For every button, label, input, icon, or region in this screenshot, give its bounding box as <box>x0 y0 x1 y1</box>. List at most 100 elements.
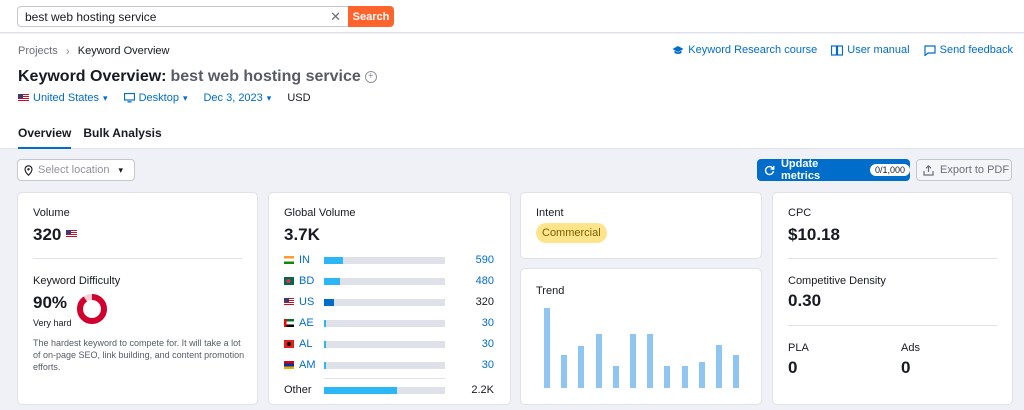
date-dropdown[interactable]: Dec 3, 2023 ▾ <box>203 92 271 104</box>
keyword-course-label: Keyword Research course <box>688 44 818 56</box>
search-box[interactable]: ✕ <box>17 6 348 27</box>
country-code: US <box>299 296 315 308</box>
uae-flag-icon <box>284 319 294 327</box>
tabs: Overview Bulk Analysis <box>18 126 162 149</box>
kd-level: Very hard <box>33 318 72 328</box>
country-code: AE <box>299 317 314 329</box>
tab-bulk-analysis[interactable]: Bulk Analysis <box>83 126 162 140</box>
user-manual-label: User manual <box>847 44 910 56</box>
export-pdf-button[interactable]: Export to PDF <box>916 159 1012 181</box>
header-links: Keyword Research course User manual Send… <box>672 44 1013 56</box>
pla-label: PLA <box>788 342 809 354</box>
location-select[interactable]: Select location ▾ <box>17 159 135 181</box>
volume-bar-track <box>324 256 445 264</box>
volume-label: Volume <box>33 207 70 219</box>
search-input[interactable] <box>18 7 318 26</box>
kd-label: Keyword Difficulty <box>33 275 121 287</box>
intent-label: Intent <box>536 207 564 219</box>
divider <box>788 258 997 259</box>
country-row-bd[interactable]: BD 480 <box>284 274 496 288</box>
add-plus-icon[interactable]: + <box>364 71 377 83</box>
date-label: Dec 3, 2023 <box>203 92 263 104</box>
country-volume: 480 <box>475 275 494 287</box>
divider <box>788 325 997 326</box>
volume-bar-fill <box>324 340 327 348</box>
albania-flag-icon <box>284 340 294 348</box>
trend-bar <box>612 365 619 388</box>
trend-bar <box>664 365 671 388</box>
search-button[interactable]: Search <box>348 6 394 27</box>
us-flag-icon <box>18 94 29 102</box>
density-label: Competitive Density <box>788 275 886 287</box>
ads-value: 0 <box>901 358 911 377</box>
trend-bar <box>630 334 636 388</box>
trend-bar <box>578 345 585 388</box>
global-volume-value: 3.7K <box>284 225 320 244</box>
country-row-in[interactable]: IN 590 <box>284 253 496 267</box>
other-volume: 2.2K <box>471 384 494 396</box>
top-search-bar: ✕ Search <box>0 0 1024 33</box>
device-dropdown[interactable]: Desktop ▾ <box>123 92 188 104</box>
us-flag-icon <box>66 230 78 238</box>
keyword-course-link[interactable]: Keyword Research course <box>672 44 817 56</box>
filters-row: United States ▾ Desktop ▾ Dec 3, 2023 ▾ … <box>18 92 311 104</box>
breadcrumb-projects[interactable]: Projects <box>18 45 58 57</box>
country-code: AM <box>299 359 316 371</box>
country-volume: 30 <box>481 338 494 350</box>
trend-bar <box>698 361 705 388</box>
update-metrics-label: Update metrics <box>780 158 821 182</box>
other-label: Other <box>284 384 312 396</box>
trend-bar <box>681 365 688 388</box>
update-metrics-button[interactable]: Update metrics 0/1,000 <box>757 158 910 182</box>
cpc-label: CPC <box>788 207 812 219</box>
global-volume-card: Global Volume 3.7K IN 590 BD 480 US 320 … <box>268 192 511 405</box>
trend-bar <box>561 355 568 388</box>
country-code: IN <box>299 254 310 266</box>
trend-bar <box>716 344 722 388</box>
global-volume-label: Global Volume <box>284 207 356 219</box>
title-prefix: Keyword Overview: <box>18 68 167 85</box>
update-metrics-badge: 0/1,000 <box>869 164 910 176</box>
breadcrumb: Projects › Keyword Overview <box>18 44 169 58</box>
country-row-us[interactable]: US 320 <box>284 295 496 309</box>
device-label: Desktop <box>138 92 179 104</box>
refresh-icon <box>764 165 775 175</box>
ads-label: Ads <box>901 342 920 354</box>
graduation-cap-icon <box>672 45 684 54</box>
country-volume: 30 <box>481 359 494 371</box>
chevron-down-icon: ▾ <box>182 92 188 103</box>
clear-icon[interactable]: ✕ <box>330 9 341 24</box>
page-title: Keyword Overview: best web hosting servic… <box>18 68 377 86</box>
book-icon <box>831 44 844 56</box>
currency-label: USD <box>287 92 311 104</box>
volume-kd-card: Volume 320 Keyword Difficulty 90% Very h… <box>17 192 258 405</box>
volume-bar-track <box>324 361 445 369</box>
country-label: United States <box>33 92 100 104</box>
country-row-other: Other 2.2K <box>284 383 496 397</box>
chevron-down-icon: ▾ <box>118 164 124 175</box>
volume-bar-track <box>324 386 445 394</box>
chevron-right-icon: › <box>65 44 70 58</box>
export-pdf-label: Export to PDF <box>940 164 1010 176</box>
country-row-ae[interactable]: AE 30 <box>284 316 496 330</box>
page-header: Projects › Keyword Overview Keyword Rese… <box>0 34 1024 149</box>
divider <box>33 258 242 259</box>
user-manual-link[interactable]: User manual <box>831 44 910 56</box>
volume-bar-fill <box>324 277 340 285</box>
country-dropdown[interactable]: United States ▾ <box>18 92 108 104</box>
send-feedback-link[interactable]: Send feedback <box>924 44 1013 56</box>
country-row-al[interactable]: AL 30 <box>284 337 496 351</box>
volume-bar-track <box>324 340 445 348</box>
country-code: BD <box>299 275 315 287</box>
volume-bar-fill <box>324 256 344 264</box>
armenia-flag-icon <box>284 361 294 369</box>
country-code: AL <box>299 338 313 350</box>
chat-bubble-icon <box>924 44 936 56</box>
tab-overview[interactable]: Overview <box>18 126 72 149</box>
cpc-value: $10.18 <box>788 225 840 244</box>
country-row-am[interactable]: AM 30 <box>284 358 496 372</box>
trend-bar <box>733 355 740 388</box>
cpc-card: CPC $10.18 Competitive Density 0.30 PLA … <box>772 192 1013 405</box>
country-volume: 590 <box>475 254 494 266</box>
kd-description: The hardest keyword to compete for. It w… <box>33 338 245 372</box>
